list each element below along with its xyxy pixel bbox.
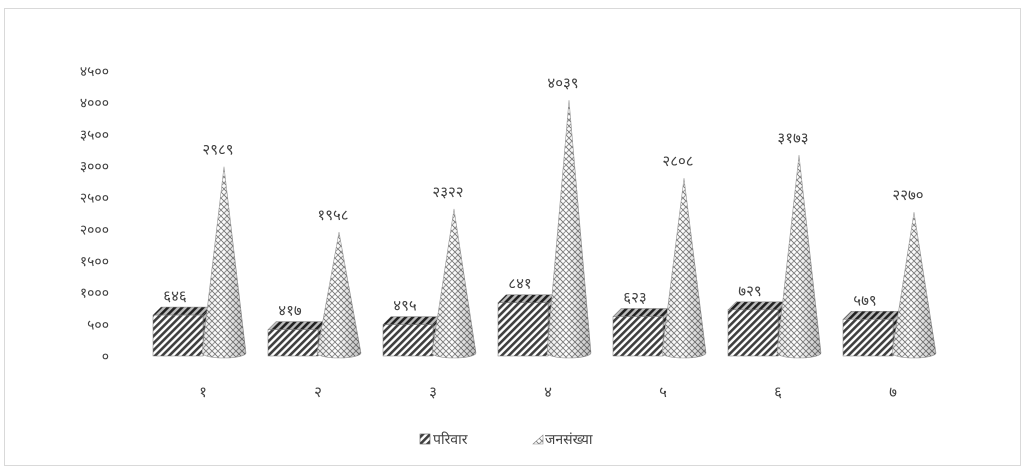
x-tick-label: २: [314, 383, 322, 401]
legend-item-janasankhya: जनसंख्या: [532, 432, 593, 448]
data-label-janasankhya: २३२२: [432, 183, 463, 201]
y-tick-label: ४५००: [80, 64, 109, 80]
y-tick-label: ४०००: [80, 96, 109, 112]
data-label-janasankhya: ४०३९: [547, 74, 578, 92]
legend: परिवार जनसंख्या: [419, 431, 593, 448]
data-label-janasankhya: १९५८: [317, 206, 348, 224]
y-tick-label: १०००: [80, 286, 109, 302]
cone-janasankhya: [431, 208, 477, 359]
legend-label-janasankhya: जनसंख्या: [545, 432, 593, 448]
y-tick-label: ०: [102, 349, 109, 365]
y-tick-label: ३०००: [80, 159, 109, 175]
data-label-parivar: ४१७: [278, 302, 302, 320]
cone-janasankhya: [661, 178, 707, 359]
cone-janasankhya: [316, 231, 362, 359]
plot-area: ६४६ २९८९ ४१७ १९५८ ४९५ २३२२ ८४१ ४०३९ ६२३ २८०८ ७२९ ३१…: [152, 74, 937, 359]
x-tick-label: ५: [659, 383, 667, 401]
data-label-parivar: ६२३: [623, 289, 646, 307]
y-tick-label: २०००: [80, 222, 109, 238]
x-tick-label: ३: [429, 383, 437, 401]
legend-label-parivar: परिवार: [433, 431, 468, 448]
data-label-parivar: ५७९: [853, 291, 876, 309]
legend-item-parivar: परिवार: [419, 431, 468, 448]
x-tick-label: ४: [544, 383, 552, 401]
cone-janasankhya: [546, 100, 592, 359]
y-tick-label: १५००: [80, 254, 109, 270]
data-label-janasankhya: ३१७३: [777, 129, 808, 147]
cone-janasankhya: [891, 212, 937, 359]
data-label-janasankhya: २८०८: [662, 152, 693, 170]
x-tick-label: ६: [774, 383, 782, 401]
y-tick-label: ५००: [87, 317, 109, 333]
cone-janasankhya: [776, 155, 822, 359]
x-tick-label: १: [199, 383, 207, 401]
cone-janasankhya: [201, 166, 247, 359]
x-tick-label: ७: [889, 383, 897, 401]
data-label-parivar: ४९५: [393, 297, 417, 315]
data-label-janasankhya: २२७०: [892, 186, 923, 204]
y-tick-label: ३५००: [80, 127, 109, 143]
x-axis: १ २ ३ ४ ५ ६ ७: [199, 383, 897, 401]
data-label-parivar: ८४१: [508, 275, 531, 293]
y-tick-label: २५००: [80, 191, 109, 207]
legend-swatch-parivar: [419, 433, 431, 445]
legend-swatch-janasankhya: [532, 434, 544, 445]
y-axis: ० ५०० १००० १५०० २००० २५०० ३००० ३५०० ४००० ४५००: [80, 64, 109, 365]
data-label-parivar: ६४६: [163, 287, 187, 305]
data-label-janasankhya: २९८९: [202, 141, 233, 159]
data-label-parivar: ७२९: [738, 282, 761, 300]
